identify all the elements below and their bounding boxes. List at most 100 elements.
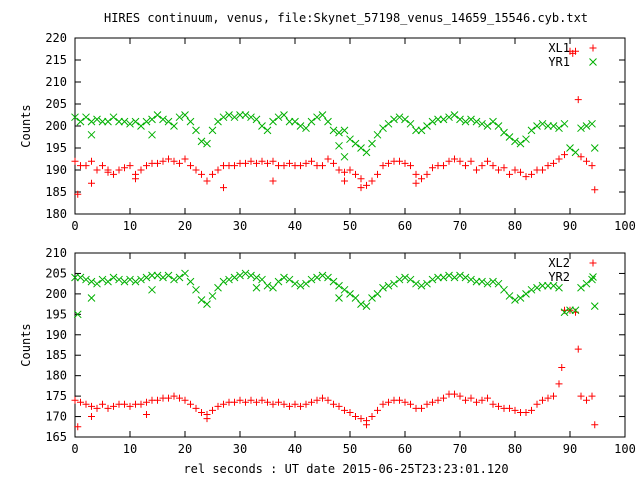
panel-1-series-yr1-point	[329, 126, 338, 135]
panel-1-series-yr1-point	[214, 117, 222, 126]
panel-1-series-yr1-point	[285, 117, 294, 126]
panel-2-series-yr2-point	[87, 277, 96, 286]
panel-2-series-yr2-point	[263, 281, 272, 290]
panel-2-series-xl2-point	[297, 402, 304, 410]
panel-1-series-xl1-point	[357, 175, 365, 183]
panel-2-y-tick-label: 210	[45, 246, 67, 260]
panel-1-series-yr1-point	[87, 117, 96, 126]
panel-2-series-yr2-point	[93, 279, 101, 288]
panel-2-series-yr2-point	[252, 283, 261, 292]
panel-2-series-yr2-point	[401, 273, 409, 282]
panel-1-series-yr1-point	[153, 111, 162, 119]
panel-1-series-yr1-point	[511, 137, 519, 146]
panel-1-series-xl1-point	[258, 157, 266, 165]
panel-1-x-tick-label: 30	[233, 219, 247, 233]
panel-1-series-xl1-point	[170, 157, 178, 165]
panel-1-series-yr1-point	[379, 124, 387, 133]
panel-2-series-xl2-point	[440, 394, 447, 402]
panel-1-series-xl1-point	[181, 155, 189, 163]
panel-2-series-xl2-point	[407, 400, 414, 408]
panel-1-series-xl1-point	[412, 179, 420, 187]
panel-2-series-yr2-point	[192, 285, 200, 294]
panel-1-series-xl1-point	[99, 162, 106, 170]
panel-1-x-tick-label: 0	[71, 219, 78, 233]
panel-2-series-yr2-point	[516, 294, 525, 302]
panel-1-series-xl1-point	[132, 175, 139, 183]
panel-2-series-yr2-point	[274, 277, 283, 286]
panel-2-series-xl2-point	[220, 400, 227, 408]
panel-2-series-xl2-point	[533, 400, 541, 408]
panel-2-series-xl2-point	[396, 396, 403, 404]
panel-1-series-xl1-point	[165, 155, 172, 163]
panel-1-series-yr1-point	[373, 130, 382, 139]
panel-2-series-yr2-point	[126, 275, 134, 284]
panel-1-series-xl1-point	[126, 162, 134, 170]
panel-2-series-yr2-point	[417, 281, 426, 290]
panel-1-x-tick-label: 10	[123, 219, 137, 233]
panel-2-series-xl2-point	[143, 398, 150, 406]
panel-1-series-yr1-point	[274, 113, 283, 122]
panel-2-series-yr2-point	[208, 292, 217, 300]
panel-1-series-yr1-point	[241, 111, 250, 119]
panels: 0 10 20 30 40 50 60 70 80 90 100180185190195200205…	[19, 31, 636, 456]
panel-1-series-yr1-point	[76, 117, 85, 126]
panel-1-series-yr1-point	[159, 115, 167, 124]
panel-1-series-xl1-point	[341, 168, 348, 176]
panel-1-legend-marker	[589, 58, 597, 66]
chart-title: HIRES continuum, venus, file:Skynet_5719…	[104, 11, 588, 25]
panel-1-series-yr1-point	[423, 122, 431, 130]
panel-1-series-xl1-point	[583, 157, 590, 165]
panel-1-series-xl1-point	[561, 151, 568, 159]
panel-2-series-xl2-point	[74, 423, 82, 431]
panel-2-series-yr2-point	[137, 275, 145, 284]
panel-2-series-yr2-point	[478, 277, 486, 286]
panel-1-y-tick-label: 195	[45, 141, 67, 155]
panel-2-series-yr2-point	[87, 294, 96, 302]
panel-2-series-xl2-point	[574, 345, 582, 353]
panel-2-series-yr2-point	[186, 277, 195, 286]
panel-2-legend-marker	[589, 259, 597, 267]
panel-2-series-xl2-point	[121, 400, 128, 408]
panel-2-series-xl2-point	[544, 394, 552, 402]
panel-1-series-yr1-point	[219, 113, 228, 122]
panel-2-series-yr2-point	[313, 273, 321, 282]
panel-1-y-tick-label: 205	[45, 97, 67, 111]
panel-1-series-yr1-point	[362, 148, 371, 157]
panel-2-series-xl2-point	[423, 400, 431, 408]
panel-2-y-tick-label: 170	[45, 410, 67, 424]
panel-2-series-xl2-point	[583, 396, 590, 404]
panel-1-series-yr1-point	[175, 113, 184, 122]
panel-2-series-yr2-point	[296, 281, 305, 290]
panel-2-series-xl2-point	[456, 392, 464, 400]
panel-1-series-yr1-point	[445, 113, 453, 122]
panel-1-series-xl1-point	[231, 162, 238, 170]
panel-1-series-yr1-point	[225, 111, 233, 119]
panel-2-series-xl2-point	[286, 402, 293, 410]
panel-2-series-yr2-point	[335, 281, 343, 290]
panel-1-series-yr1-point	[489, 117, 497, 126]
panel-2-series-yr2-point	[109, 273, 118, 282]
panel-1-series-xl1-point	[308, 157, 315, 165]
panel-1-x-tick-label: 50	[343, 219, 357, 233]
panel-2-series-xl2-point	[319, 394, 326, 402]
panel-2-series-yr2-point	[582, 279, 591, 288]
panel-1-x-tick-label: 100	[614, 219, 636, 233]
panel-2-series-yr2-point	[131, 277, 140, 286]
panel-2-series-xl2-point	[379, 400, 387, 408]
panel-1-series-xl1-point	[214, 166, 222, 174]
panel-2-series-yr2-point	[73, 310, 82, 319]
panel-1-series-yr1-point	[307, 117, 316, 126]
panel-1-series-yr1-point	[93, 115, 101, 124]
panel-1-series-yr1-point	[590, 144, 599, 152]
panel-2-series-yr2-point	[335, 294, 343, 302]
panel-2-series-yr2-point	[412, 279, 420, 288]
panel-2-series-xl2-point	[555, 380, 563, 388]
panel-2: 0 10 20 30 40 50 60 70 80 90 100 165 170 175 180 185 190…	[19, 246, 636, 456]
panel-2-series-yr2-point	[467, 275, 475, 284]
panel-2-series-yr2-point	[164, 271, 173, 280]
panel-2-series-yr2-point	[291, 279, 299, 288]
panel-1-series-yr1-point	[577, 124, 585, 133]
panel-1-series-yr1-point	[324, 117, 332, 126]
panel-1-series-xl1-point	[110, 170, 117, 178]
